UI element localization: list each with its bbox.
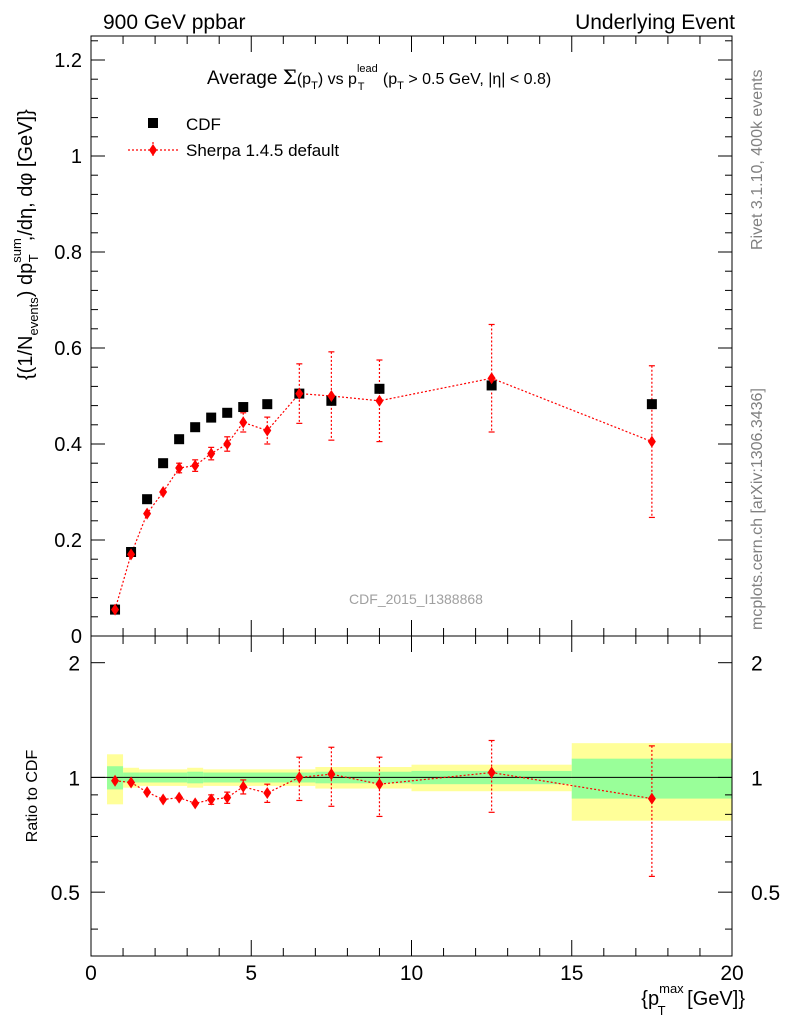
ratio-ytick-label-right: 0.5 (751, 882, 780, 905)
ratio-point (239, 780, 248, 793)
ratio-point (175, 791, 184, 804)
cdf-point (486, 380, 497, 391)
cdf-point (174, 434, 185, 445)
ratio-point (207, 793, 216, 806)
ratio-point (647, 792, 656, 805)
ratio-xlabel: {pmax T [GeV]} (641, 981, 745, 1018)
ratio-point (327, 768, 336, 781)
sherpa-point (175, 462, 184, 474)
cdf-point (158, 458, 169, 469)
ratio-point (375, 778, 384, 791)
main-panel: 0 0.2 0.4 0.6 0.8 1 1.2 CDF_2015_I1388868 Aver… (9, 35, 733, 648)
ratio-point (223, 791, 232, 804)
ratio-point (191, 797, 200, 810)
ratio-xtick-label: 5 (245, 962, 257, 985)
sherpa-point (127, 548, 136, 561)
ratio-ylabel: Ratio to CDF (24, 750, 41, 843)
sherpa-point (191, 459, 200, 472)
main-ytick-label: 0.6 (54, 338, 82, 360)
legend-marker-cdf (148, 118, 158, 128)
header-left: 900 GeV ppbar (103, 11, 245, 34)
main-ytick-label: 1 (71, 146, 82, 168)
watermark: CDF_2015_I1388868 (349, 591, 483, 607)
cdf-point (206, 412, 217, 423)
ratio-xtick-label: 15 (560, 962, 583, 985)
sherpa-point (159, 486, 168, 498)
cdf-point (262, 399, 273, 410)
sherpa-point (239, 416, 248, 429)
ratio-point (111, 774, 120, 787)
cdf-point (142, 494, 153, 505)
ratio-xtick-label: 0 (85, 962, 97, 985)
sherpa-point (207, 447, 216, 460)
ratio-ytick-label: 1 (68, 767, 80, 790)
ratio-xtick-label: 10 (400, 962, 423, 985)
cdf-point (646, 399, 657, 410)
sherpa-point (143, 507, 152, 520)
ratio-point (487, 766, 496, 779)
ratio-point (127, 776, 136, 789)
cdf-point (374, 383, 385, 394)
header-right: Underlying Event (575, 11, 735, 34)
ratio-xtick-label: 20 (720, 962, 743, 985)
cdf-point (190, 422, 201, 433)
sherpa-point (327, 390, 336, 402)
main-ytick-label: 0.8 (54, 242, 82, 264)
main-ytick-label: 0 (71, 626, 82, 648)
ratio-point (159, 793, 168, 806)
main-ytick-label: 0.2 (54, 530, 82, 552)
ratio-ytick-label-right: 2 (751, 653, 763, 676)
sherpa-point (487, 372, 496, 385)
sherpa-point (375, 394, 384, 407)
legend: CDF Sherpa 1.4.5 default (128, 115, 339, 160)
main-title: Average Σ(pT) vs plead T (pT > 0.5 GeV, |… (207, 63, 551, 93)
legend-marker-sherpa (149, 144, 157, 156)
ratio-ytick-label: 2 (68, 653, 80, 676)
main-ytick-label: 1.2 (54, 50, 82, 72)
ratio-panel: 0.5 0.5 1 1 2 2 0 5 10 15 20 Ratio to CDF {pmax T … (24, 635, 780, 1018)
sherpa-point (647, 435, 656, 448)
main-ylabel: {(1/Nevents) dpsum T,/dη, dφ [GeV]} (9, 109, 41, 380)
cdf-point (222, 407, 233, 418)
legend-label-cdf: CDF (186, 115, 221, 134)
ratio-point (295, 771, 304, 784)
cdf-point (238, 402, 249, 413)
sherpa-point (223, 438, 232, 450)
sherpa-line (114, 377, 653, 610)
ratio-ytick-label: 0.5 (51, 882, 80, 905)
sherpa-point (263, 424, 272, 437)
side-text-mcplots: mcplots.cern.ch [arXiv:1306.3436] (749, 388, 766, 630)
ratio-ytick-label-right: 1 (751, 767, 763, 790)
side-text-rivet: Rivet 3.1.10, 400k events (749, 69, 766, 250)
legend-label-sherpa: Sherpa 1.4.5 default (186, 141, 339, 160)
main-ytick-label: 0.4 (54, 434, 82, 456)
sherpa-point (295, 387, 304, 400)
ratio-point (263, 787, 272, 800)
sherpa-point (111, 603, 120, 616)
ratio-point (143, 786, 152, 799)
ratio-sherpa-line (114, 771, 652, 804)
